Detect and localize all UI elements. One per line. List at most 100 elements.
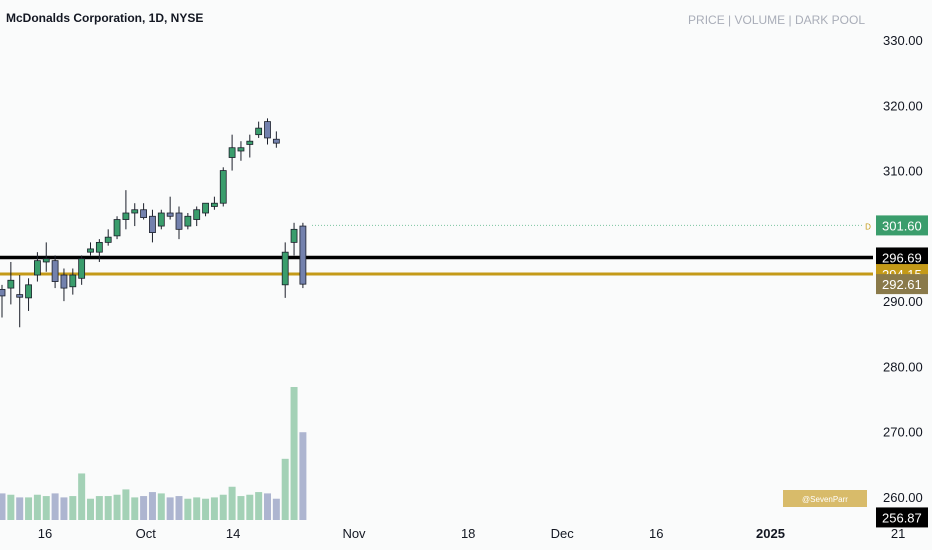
dark-pool-marker: D [865, 222, 871, 231]
volume-bar [95, 496, 103, 520]
volume-bar [299, 432, 307, 520]
candle-body [193, 209, 201, 220]
price-tag [876, 215, 928, 236]
volume-bar [184, 498, 192, 520]
volume-bar [60, 497, 68, 520]
volume-bar [122, 489, 130, 520]
x-tick-label: 14 [226, 526, 240, 541]
price-tag [876, 274, 928, 295]
candle-body [157, 212, 165, 227]
candle-body [7, 279, 15, 289]
candle-body [0, 288, 6, 297]
candle-body [51, 260, 59, 282]
candle-body [202, 202, 209, 214]
volume-bar [246, 494, 254, 520]
price-tag [876, 507, 928, 528]
volume-bar [87, 498, 94, 520]
candle-body [149, 215, 156, 233]
price-tag-label: 292.61 [882, 277, 922, 292]
volume-bar [255, 492, 263, 520]
volume-bar [228, 486, 236, 520]
indicator-label: PRICE | VOLUME | DARK POOL [688, 13, 865, 27]
price-tag-label: 301.60 [882, 218, 922, 233]
candle-body [272, 138, 280, 144]
candles [0, 118, 307, 328]
x-tick-label: 2025 [756, 526, 785, 541]
candle-body [237, 147, 245, 152]
x-axis-panel [0, 521, 873, 550]
candle-body [16, 294, 24, 298]
y-tick-label: 310.00 [883, 164, 923, 179]
candle-body [210, 202, 218, 207]
volume-bar [193, 497, 201, 520]
volume-bar [113, 494, 121, 520]
candle-body [78, 258, 86, 279]
x-tick-label: Dec [551, 526, 575, 541]
y-tick-label: 290.00 [883, 294, 923, 309]
volume-bar [175, 496, 183, 520]
volume-bar [157, 493, 165, 520]
volume-bar [78, 473, 86, 520]
price-tag-label: 296.69 [882, 250, 922, 265]
y-tick-label: 280.00 [883, 359, 923, 374]
candle-body [184, 215, 192, 227]
candle-body [69, 274, 77, 288]
x-tick-label: 21 [891, 526, 905, 541]
candle-body [166, 212, 174, 217]
x-tick-label: 16 [649, 526, 663, 541]
volume-bar [202, 498, 210, 520]
candle-body [131, 209, 139, 214]
candle-body [87, 248, 94, 253]
candle-body [140, 209, 148, 218]
volume-bar [0, 493, 6, 520]
candle-body [34, 260, 41, 276]
watermark-badge [783, 490, 867, 507]
candle-body [175, 212, 183, 230]
candle-body [281, 251, 289, 286]
volume-bar [281, 458, 289, 520]
volume-bar [25, 497, 33, 520]
volume-bar [272, 498, 280, 520]
volume-bar [33, 494, 41, 520]
x-axis[interactable]: 16 Oct 14 Nov 18 Dec 16 2025 21 [0, 521, 905, 550]
volume-bars [0, 387, 307, 520]
volume-bar [290, 387, 298, 520]
x-tick-label: 16 [38, 526, 52, 541]
candle-body [219, 170, 227, 204]
volume-bar [104, 496, 112, 520]
volume-bar [16, 497, 24, 520]
price-levels: D [0, 222, 873, 276]
volume-bar [7, 494, 15, 520]
candle-body [255, 127, 263, 136]
candle-body [290, 228, 298, 243]
y-tick-label: 270.00 [883, 425, 923, 440]
volume-bar [219, 494, 227, 520]
candle-body [113, 219, 121, 237]
x-tick-label: Oct [136, 526, 157, 541]
x-tick-label: Nov [342, 526, 366, 541]
volume-bar [264, 493, 271, 520]
y-tick-label: 320.00 [883, 98, 923, 113]
candle-body [122, 212, 130, 220]
volume-bar [131, 497, 139, 520]
candle-body [25, 284, 32, 299]
candle-body [95, 241, 103, 253]
volume-bar [210, 497, 218, 520]
candle-body [228, 147, 236, 158]
watermark-text: @SevenParr [802, 495, 848, 504]
volume-bar [51, 493, 59, 520]
volume-bar [42, 496, 50, 520]
y-tick-label: 330.00 [883, 33, 923, 48]
y-tick-label: 260.00 [883, 490, 923, 505]
price-tag [876, 247, 928, 268]
candle-body [60, 274, 68, 289]
chart-title: McDonalds Corporation, 1D, NYSE [6, 11, 203, 25]
volume-bar [140, 496, 148, 520]
volume-bar [237, 496, 245, 520]
price-tag-label: 256.87 [882, 510, 922, 525]
volume-bar [69, 496, 77, 520]
x-tick-label: 18 [461, 526, 475, 541]
